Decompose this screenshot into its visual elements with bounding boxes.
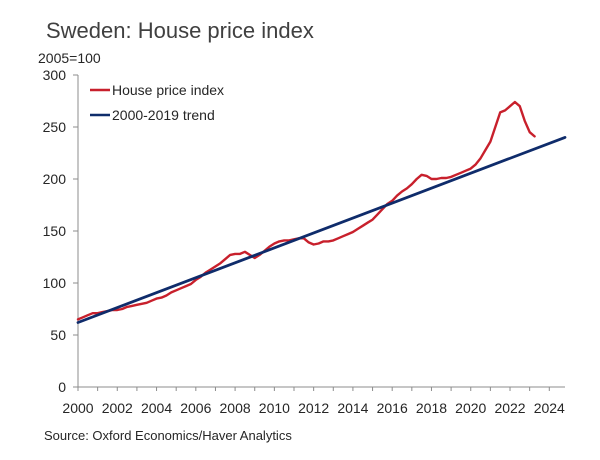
x-tick-label: 2020 xyxy=(455,400,486,416)
source-note: Source: Oxford Economics/Haver Analytics xyxy=(44,428,292,443)
x-tick-label: 2000 xyxy=(62,400,93,416)
x-tick-label: 2024 xyxy=(534,400,565,416)
unit-label: 2005=100 xyxy=(38,50,101,66)
y-tick-label: 50 xyxy=(50,327,66,343)
y-tick-label: 150 xyxy=(43,223,67,239)
trend-line xyxy=(76,136,567,324)
y-tick-label: 200 xyxy=(43,171,67,187)
x-tick-label: 2016 xyxy=(377,400,408,416)
x-tick-label: 2010 xyxy=(259,400,290,416)
x-tick-label: 2008 xyxy=(220,400,251,416)
y-tick-label: 250 xyxy=(43,119,67,135)
y-tick-label: 100 xyxy=(43,275,67,291)
y-tick-label: 0 xyxy=(58,379,66,395)
legend-label: 2000-2019 trend xyxy=(112,107,215,123)
x-tick-label: 2002 xyxy=(102,400,133,416)
x-tick-label: 2022 xyxy=(494,400,525,416)
x-tick-label: 2006 xyxy=(180,400,211,416)
x-tick-label: 2012 xyxy=(298,400,329,416)
x-tick-label: 2018 xyxy=(416,400,447,416)
x-tick-label: 2014 xyxy=(337,400,368,416)
x-tick-label: 2004 xyxy=(141,400,172,416)
chart-title: Sweden: House price index xyxy=(46,18,314,43)
house-price-index-line xyxy=(76,100,536,321)
legend-label: House price index xyxy=(112,82,224,98)
y-tick-label: 300 xyxy=(43,67,67,83)
